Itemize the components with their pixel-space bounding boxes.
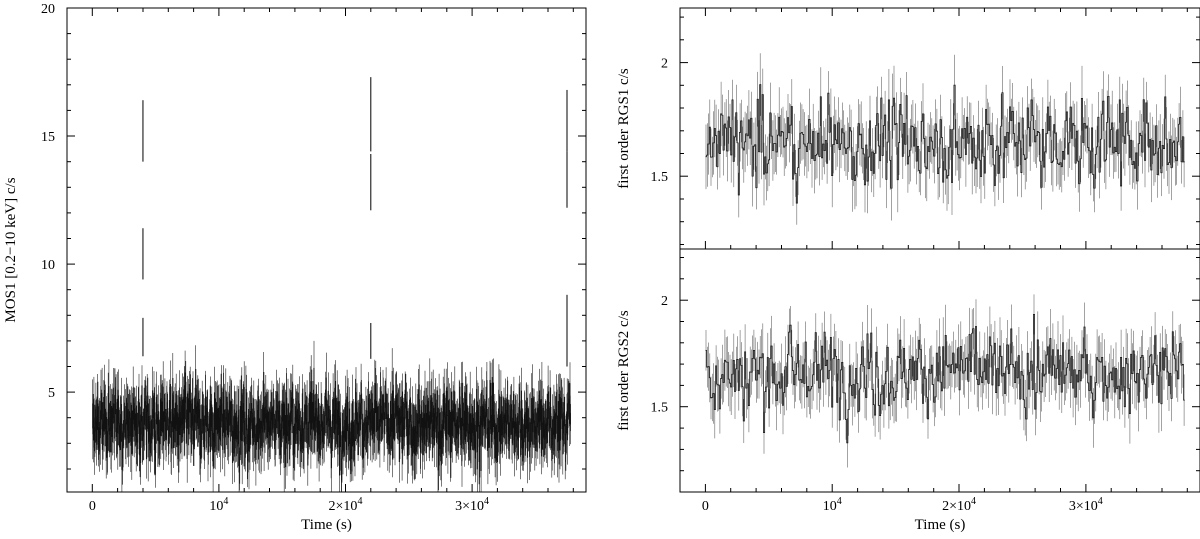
y-tick-label-1: 2: [661, 57, 668, 72]
y-tick-label-0: 1.5: [651, 170, 669, 185]
rgs1-panel: 1.5 2 first order RGS1 c/s: [616, 7, 1200, 250]
x-tick-exponent: 4: [1098, 496, 1103, 507]
y-axis-label: first order RGS1 c/s: [616, 68, 632, 189]
x-tick-label-1: 104: [209, 496, 228, 514]
x-axis-label: Time (s): [301, 517, 352, 533]
y-axis-label: MOS1 [0.2−10 keV] c/s: [3, 177, 19, 322]
x-axis-label: Time (s): [915, 517, 966, 533]
x-tick-label-1: 104: [823, 496, 842, 514]
series-line: [92, 367, 571, 481]
error-bars: [705, 53, 1185, 225]
mos1-panel: 0 104 2×104 3×104 Time (s) 5 10 15 20 MOS1 [0.2−1…: [3, 2, 587, 533]
x-tick-label-2: 2×104: [942, 496, 976, 514]
x-tick-exponent: 4: [357, 496, 362, 507]
x-tick-label-2: 2×104: [329, 496, 363, 514]
y-tick-label-0: 5: [48, 386, 55, 401]
y-tick-label-1: 10: [41, 258, 55, 273]
rgs2-panel: 0 104 2×104 3×104 Time (s) 1.5 2 first order RG…: [616, 248, 1200, 533]
x-tick-label-3: 3×104: [1069, 496, 1103, 514]
x-tick-label-0: 0: [89, 499, 96, 514]
x-tick-exponent: 4: [837, 496, 842, 507]
y-tick-label-2: 15: [41, 130, 55, 145]
plot-frame: [66, 7, 587, 493]
plot-frame: [679, 248, 1200, 493]
y-tick-label-0: 1.5: [651, 401, 669, 416]
y-tick-label-1: 2: [661, 294, 668, 309]
series-data: [705, 294, 1185, 468]
x-tick-exponent: 4: [223, 496, 228, 507]
x-tick-label-3: 3×104: [455, 496, 489, 514]
x-tick-exponent: 4: [971, 496, 976, 507]
series-line: [705, 84, 1185, 204]
series-data: [92, 77, 571, 492]
series-data: [705, 53, 1185, 225]
y-tick-label-3: 20: [41, 2, 55, 17]
x-tick-exponent: 4: [484, 496, 489, 507]
y-axis-label: first order RGS2 c/s: [616, 310, 632, 431]
x-tick-label-0: 0: [702, 499, 709, 514]
series-line: [705, 314, 1185, 444]
